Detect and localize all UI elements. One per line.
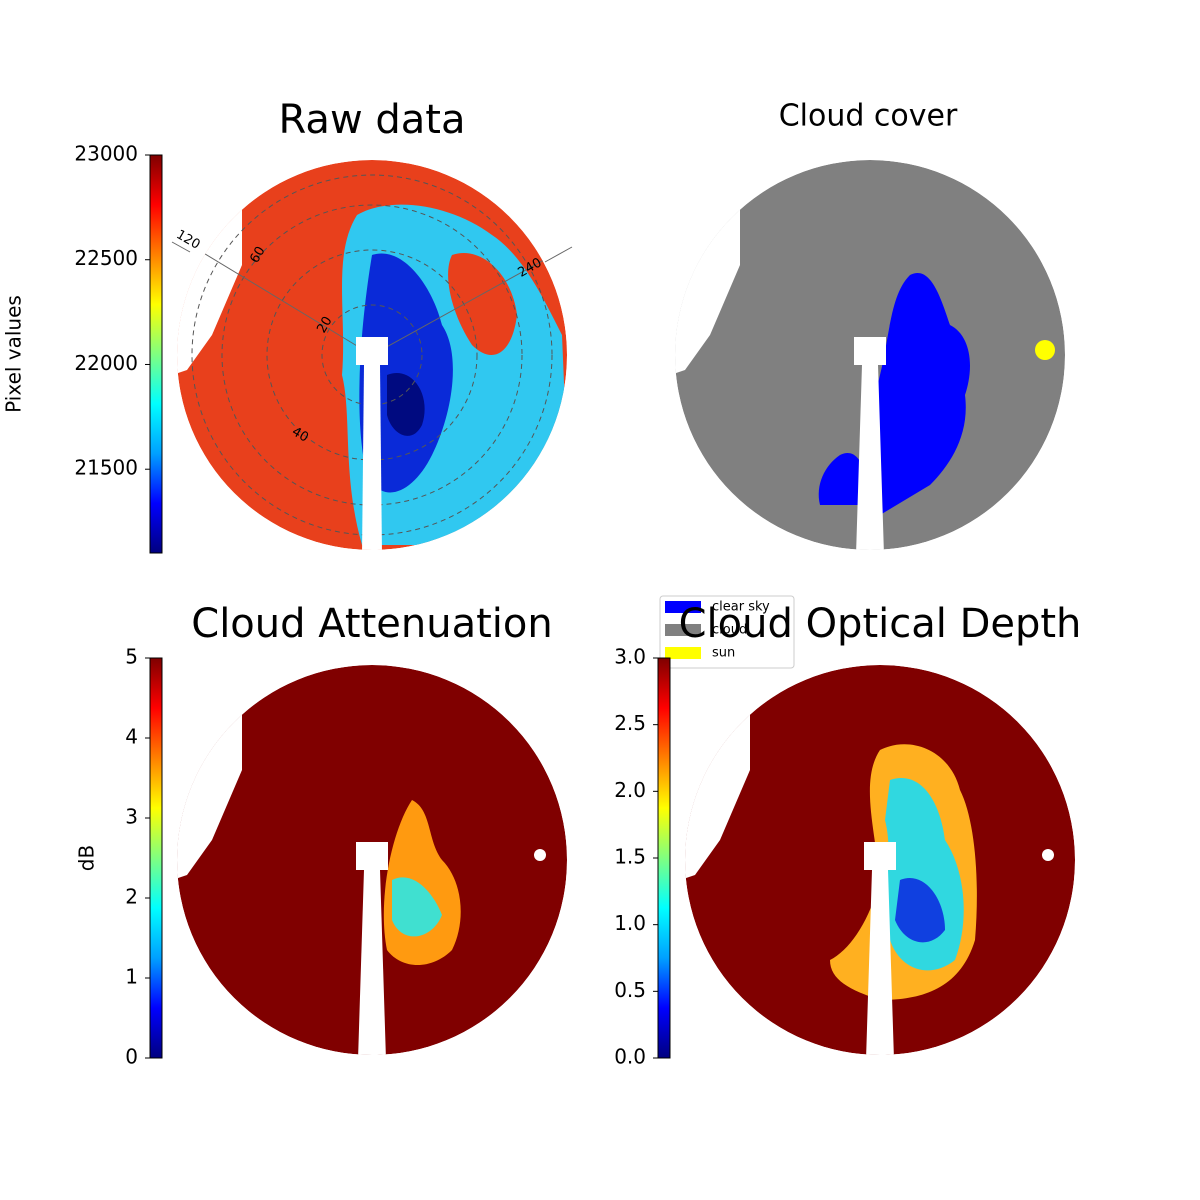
tick-label: 22500 xyxy=(74,246,138,270)
tick-label: 23000 xyxy=(74,142,138,166)
polar-label: 20 xyxy=(314,314,335,336)
legend-label: sun xyxy=(712,646,735,661)
tick-label: 3.0 xyxy=(614,645,646,669)
tick-label: 1.0 xyxy=(614,911,646,935)
tick-label: 4 xyxy=(125,725,138,749)
legend-label: cloud xyxy=(712,623,747,638)
colorbar-label: dB xyxy=(75,845,99,871)
tick-label: 3 xyxy=(125,805,138,829)
colorbar xyxy=(149,657,163,1059)
sky-image xyxy=(675,160,1065,550)
polar-label: 60 xyxy=(247,244,268,266)
axis-line xyxy=(544,246,573,263)
chart-title: Cloud cover xyxy=(779,99,958,134)
tick-label: 21500 xyxy=(74,456,138,480)
sky-image xyxy=(177,160,567,550)
colorbar xyxy=(149,154,163,554)
chart-title: Cloud Attenuation xyxy=(191,601,552,647)
legend-swatch xyxy=(665,601,701,613)
tick-label: 0.5 xyxy=(614,978,646,1002)
tick-label: 1.5 xyxy=(614,845,646,869)
tick-label: 2.5 xyxy=(614,711,646,735)
colorbar xyxy=(657,657,671,1059)
legend-swatch xyxy=(665,647,701,659)
tick-label: 0 xyxy=(125,1045,138,1069)
tick-label: 1 xyxy=(125,965,138,989)
colorbar-label: Pixel values xyxy=(2,295,26,413)
sky-image xyxy=(685,665,1075,1055)
tick-label: 2 xyxy=(125,885,138,909)
tick-label: 2.0 xyxy=(614,778,646,802)
polar-label: 120 xyxy=(173,227,202,252)
sky-image xyxy=(177,665,567,1055)
chart-title: Raw data xyxy=(279,97,466,143)
legend-label: clear sky xyxy=(712,600,770,615)
tick-label: 5 xyxy=(125,645,138,669)
tick-label: 0.0 xyxy=(614,1045,646,1069)
tick-label: 22000 xyxy=(74,351,138,375)
legend-swatch xyxy=(665,624,701,636)
polar-label: 40 xyxy=(289,424,311,445)
axis-line xyxy=(171,241,191,253)
chart-title: Cloud Optical Depth xyxy=(679,601,1082,647)
